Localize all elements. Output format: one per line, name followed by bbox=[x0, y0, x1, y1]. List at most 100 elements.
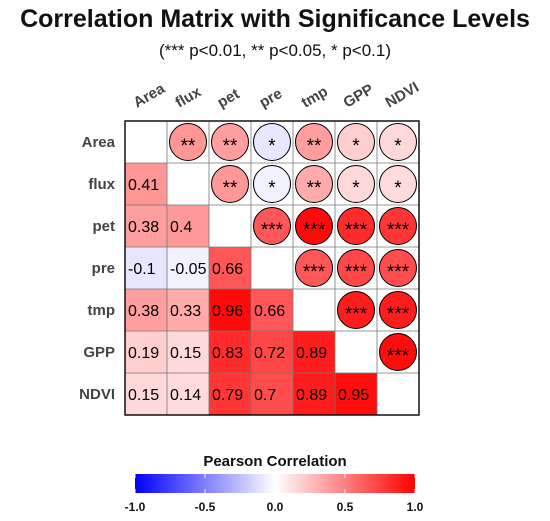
significance-stars: ** bbox=[223, 136, 238, 157]
cell-square bbox=[209, 331, 251, 373]
cell-circle bbox=[379, 291, 417, 329]
cell-value: 0.66 bbox=[212, 261, 243, 278]
cell-square bbox=[293, 331, 335, 373]
cell-circle bbox=[379, 249, 417, 287]
row-label: NDVI bbox=[79, 386, 115, 403]
significance-stars: * bbox=[394, 136, 402, 157]
cell-value: 0.66 bbox=[254, 303, 285, 320]
column-label: flux bbox=[173, 83, 205, 111]
legend-tick-label: 0.5 bbox=[337, 500, 354, 514]
legend: Pearson Correlation -1.0 -0.5 0.0 0.5 1.0 bbox=[125, 453, 424, 514]
cell-square bbox=[125, 373, 167, 415]
significance-stars: ** bbox=[223, 178, 238, 199]
cell-circle bbox=[295, 123, 333, 161]
cell-circle bbox=[379, 165, 417, 203]
cell-square bbox=[209, 373, 251, 415]
matrix-grid: ** ** * ** * *0.41 ** * ** * *0.38 0.4 *** *** *** ***-… bbox=[79, 79, 423, 416]
cell-value: 0.38 bbox=[128, 303, 159, 320]
cell-circle bbox=[337, 291, 375, 329]
cell-circle bbox=[337, 207, 375, 245]
chart-subtitle: (*** p<0.01, ** p<0.05, * p<0.1) bbox=[159, 41, 391, 60]
significance-stars: *** bbox=[387, 346, 410, 367]
cell-value: 0.89 bbox=[296, 387, 327, 404]
significance-stars: *** bbox=[345, 262, 368, 283]
cell-square bbox=[209, 289, 251, 331]
significance-stars: *** bbox=[303, 220, 326, 241]
significance-stars: * bbox=[394, 178, 402, 199]
cell-square bbox=[167, 331, 209, 373]
significance-stars: * bbox=[268, 178, 276, 199]
row-label: flux bbox=[88, 176, 115, 193]
significance-stars: * bbox=[352, 178, 360, 199]
significance-stars: *** bbox=[345, 220, 368, 241]
column-label: NDVI bbox=[383, 79, 423, 112]
cell-square bbox=[251, 331, 293, 373]
cell-square bbox=[167, 289, 209, 331]
cell-value: 0.14 bbox=[170, 387, 201, 404]
legend-tick-label: 0.0 bbox=[267, 500, 284, 514]
legend-tick-label: -1.0 bbox=[125, 500, 146, 514]
significance-stars: ** bbox=[181, 136, 196, 157]
row-label: tmp bbox=[88, 302, 116, 319]
cell-square bbox=[125, 205, 167, 247]
cell-value: 0.95 bbox=[338, 387, 369, 404]
cell-square bbox=[293, 373, 335, 415]
cell-circle bbox=[379, 123, 417, 161]
cell-circle bbox=[295, 165, 333, 203]
significance-stars: *** bbox=[387, 220, 410, 241]
cell-value: 0.38 bbox=[128, 219, 159, 236]
cell-value: 0.72 bbox=[254, 345, 285, 362]
column-label: tmp bbox=[299, 83, 331, 111]
column-label: Area bbox=[131, 80, 169, 112]
cell-value: 0.4 bbox=[170, 219, 192, 236]
row-label: pre bbox=[92, 260, 115, 277]
cell-square bbox=[251, 289, 293, 331]
cell-circle bbox=[337, 123, 375, 161]
cell-circle bbox=[253, 207, 291, 245]
significance-stars: *** bbox=[303, 262, 326, 283]
cell-square bbox=[335, 373, 377, 415]
cell-square bbox=[125, 289, 167, 331]
cell-value: 0.83 bbox=[212, 345, 243, 362]
significance-stars: ** bbox=[307, 136, 322, 157]
cell-square bbox=[125, 247, 167, 289]
cell-value: 0.15 bbox=[128, 387, 159, 404]
legend-tick-label: -0.5 bbox=[195, 500, 216, 514]
cell-square bbox=[125, 163, 167, 205]
cell-value: 0.7 bbox=[254, 387, 276, 404]
legend-title: Pearson Correlation bbox=[203, 453, 346, 470]
cell-square bbox=[125, 331, 167, 373]
cell-circle bbox=[379, 207, 417, 245]
cell-circle bbox=[169, 123, 207, 161]
cell-value: -0.05 bbox=[170, 261, 207, 278]
legend-colorbar bbox=[135, 474, 415, 493]
cell-square bbox=[209, 247, 251, 289]
cell-value: 0.19 bbox=[128, 345, 159, 362]
significance-stars: *** bbox=[387, 304, 410, 325]
legend-tick-label: 1.0 bbox=[407, 500, 424, 514]
column-label: pre bbox=[257, 85, 286, 111]
row-label: GPP bbox=[83, 344, 115, 361]
cell-circle bbox=[253, 165, 291, 203]
cell-square bbox=[251, 373, 293, 415]
column-label: GPP bbox=[341, 81, 377, 112]
cell-value: 0.33 bbox=[170, 303, 201, 320]
cell-square bbox=[167, 373, 209, 415]
cell-circle bbox=[337, 249, 375, 287]
cell-circle bbox=[379, 333, 417, 371]
significance-stars: * bbox=[268, 136, 276, 157]
significance-stars: *** bbox=[387, 262, 410, 283]
row-label: pet bbox=[93, 218, 116, 235]
significance-stars: * bbox=[352, 136, 360, 157]
significance-stars: ** bbox=[307, 178, 322, 199]
cell-circle bbox=[211, 123, 249, 161]
matrix-border bbox=[124, 120, 420, 416]
cell-value: 0.89 bbox=[296, 345, 327, 362]
chart-title: Correlation Matrix with Significance Lev… bbox=[20, 5, 530, 33]
significance-stars: *** bbox=[345, 304, 368, 325]
cell-square bbox=[167, 247, 209, 289]
cell-value: 0.15 bbox=[170, 345, 201, 362]
cell-value: -0.1 bbox=[128, 261, 156, 278]
cell-circle bbox=[211, 165, 249, 203]
